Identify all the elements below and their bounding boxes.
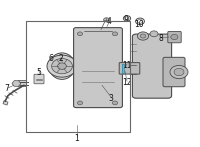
Bar bbox=[26, 21, 130, 132]
Bar bbox=[122, 64, 124, 73]
FancyBboxPatch shape bbox=[163, 57, 185, 87]
FancyBboxPatch shape bbox=[132, 34, 172, 98]
Ellipse shape bbox=[82, 67, 92, 89]
Circle shape bbox=[85, 87, 89, 89]
Ellipse shape bbox=[78, 62, 96, 94]
Circle shape bbox=[174, 68, 184, 76]
Circle shape bbox=[58, 63, 66, 69]
Circle shape bbox=[170, 65, 188, 79]
Circle shape bbox=[85, 66, 89, 69]
Text: 7: 7 bbox=[5, 84, 9, 93]
Circle shape bbox=[47, 55, 77, 77]
Text: 2: 2 bbox=[59, 54, 63, 63]
Ellipse shape bbox=[49, 53, 75, 79]
FancyBboxPatch shape bbox=[74, 28, 122, 108]
FancyBboxPatch shape bbox=[168, 31, 181, 43]
Circle shape bbox=[50, 61, 53, 64]
Circle shape bbox=[85, 94, 89, 97]
Circle shape bbox=[52, 59, 72, 74]
Text: 12: 12 bbox=[122, 78, 132, 87]
Circle shape bbox=[150, 31, 158, 37]
Text: 10: 10 bbox=[134, 20, 144, 29]
Circle shape bbox=[140, 34, 146, 38]
Polygon shape bbox=[3, 101, 8, 105]
FancyBboxPatch shape bbox=[119, 63, 140, 74]
Bar bbox=[122, 64, 124, 73]
FancyBboxPatch shape bbox=[18, 80, 27, 86]
Circle shape bbox=[112, 32, 118, 36]
Text: 8: 8 bbox=[159, 34, 163, 44]
Circle shape bbox=[49, 60, 55, 65]
Text: 9: 9 bbox=[124, 15, 128, 24]
Circle shape bbox=[112, 101, 118, 105]
Circle shape bbox=[85, 58, 89, 60]
Circle shape bbox=[171, 34, 178, 40]
Text: 4: 4 bbox=[107, 17, 111, 26]
Text: 6: 6 bbox=[49, 54, 53, 63]
Circle shape bbox=[104, 18, 109, 22]
Text: 5: 5 bbox=[37, 67, 41, 77]
Circle shape bbox=[77, 101, 83, 105]
Text: 11: 11 bbox=[122, 61, 132, 70]
Circle shape bbox=[77, 32, 83, 36]
Text: 1: 1 bbox=[75, 134, 79, 143]
Text: 3: 3 bbox=[109, 94, 113, 103]
FancyBboxPatch shape bbox=[34, 74, 44, 84]
Circle shape bbox=[137, 32, 149, 40]
